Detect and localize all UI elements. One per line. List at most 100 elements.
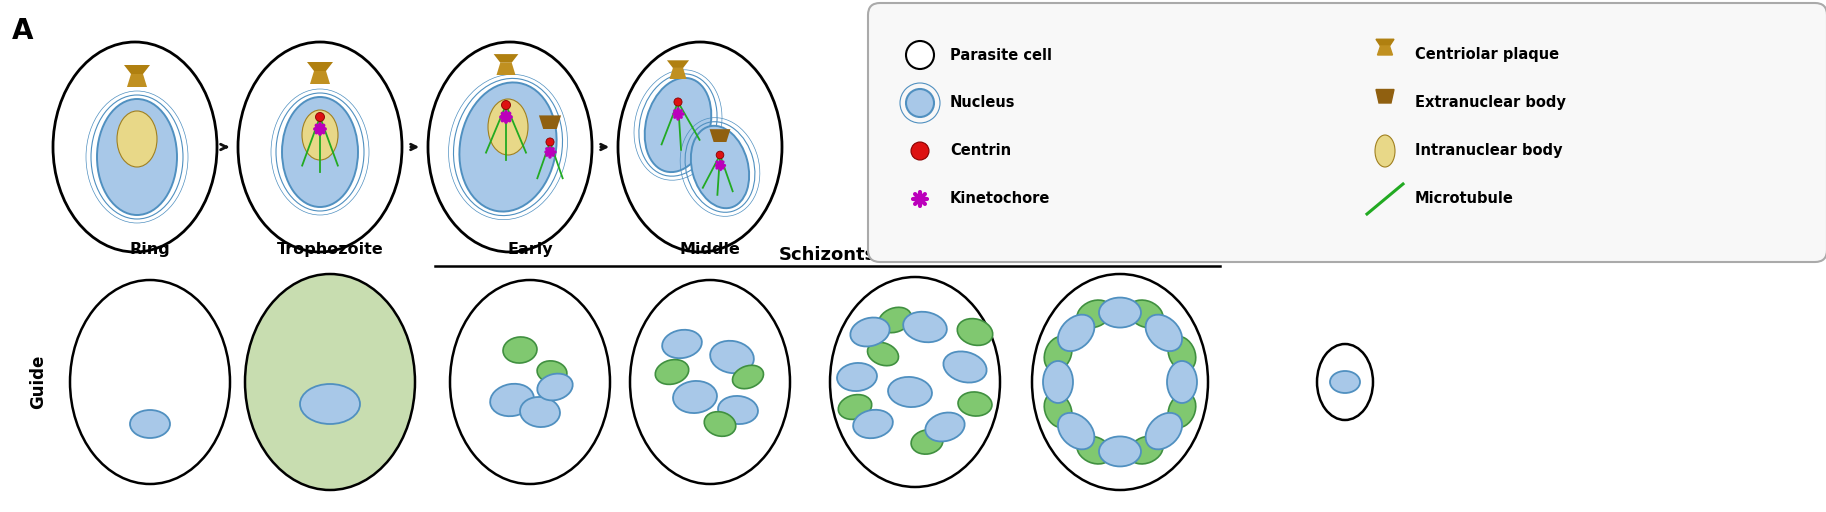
Text: Guide: Guide <box>29 355 47 409</box>
Circle shape <box>906 89 935 117</box>
Ellipse shape <box>281 97 358 207</box>
Ellipse shape <box>710 341 754 373</box>
Ellipse shape <box>245 274 415 490</box>
Text: Trophozoite: Trophozoite <box>276 242 383 257</box>
Ellipse shape <box>1057 315 1094 351</box>
Ellipse shape <box>1145 315 1181 351</box>
Ellipse shape <box>1044 393 1072 428</box>
Text: Centriolar plaque: Centriolar plaque <box>1415 48 1559 62</box>
Ellipse shape <box>502 337 537 363</box>
Ellipse shape <box>957 318 993 346</box>
Ellipse shape <box>617 42 782 252</box>
Ellipse shape <box>301 110 338 160</box>
Ellipse shape <box>237 42 402 252</box>
Ellipse shape <box>1375 135 1395 167</box>
Text: Middle: Middle <box>679 242 740 257</box>
Ellipse shape <box>1329 371 1360 393</box>
Ellipse shape <box>831 277 1001 487</box>
Ellipse shape <box>502 100 511 110</box>
Ellipse shape <box>836 363 876 391</box>
Ellipse shape <box>537 361 566 383</box>
Circle shape <box>906 41 935 69</box>
Ellipse shape <box>460 82 557 211</box>
Ellipse shape <box>97 99 177 215</box>
Polygon shape <box>307 62 332 71</box>
Ellipse shape <box>944 351 986 382</box>
Polygon shape <box>539 115 561 129</box>
Polygon shape <box>493 54 519 62</box>
Text: Ring: Ring <box>130 242 170 257</box>
Text: Parasite cell: Parasite cell <box>950 48 1052 62</box>
Ellipse shape <box>959 392 992 416</box>
Ellipse shape <box>488 99 528 155</box>
Ellipse shape <box>904 312 948 342</box>
Ellipse shape <box>878 307 911 333</box>
Polygon shape <box>128 74 148 87</box>
Ellipse shape <box>1057 413 1094 450</box>
Ellipse shape <box>1317 344 1373 420</box>
Ellipse shape <box>911 430 942 454</box>
Ellipse shape <box>838 395 871 419</box>
Ellipse shape <box>1077 300 1112 328</box>
Ellipse shape <box>887 377 931 407</box>
Text: Nucleus: Nucleus <box>950 96 1015 111</box>
Polygon shape <box>497 62 515 75</box>
Ellipse shape <box>732 365 763 389</box>
Ellipse shape <box>1167 361 1198 403</box>
Ellipse shape <box>690 126 749 208</box>
Ellipse shape <box>1099 297 1141 328</box>
Text: A: A <box>13 17 33 45</box>
Text: Mature: Mature <box>1088 242 1152 257</box>
Ellipse shape <box>630 280 791 484</box>
Ellipse shape <box>674 98 683 106</box>
Polygon shape <box>1377 39 1393 46</box>
Ellipse shape <box>130 410 170 438</box>
Polygon shape <box>666 60 688 68</box>
Polygon shape <box>310 71 331 84</box>
Text: Kinetochore: Kinetochore <box>950 191 1050 206</box>
Polygon shape <box>1377 90 1393 103</box>
Text: Early: Early <box>508 242 553 257</box>
FancyBboxPatch shape <box>867 3 1826 262</box>
Text: Microtubule: Microtubule <box>1415 191 1514 206</box>
Ellipse shape <box>926 413 964 441</box>
Ellipse shape <box>316 113 325 121</box>
Ellipse shape <box>69 280 230 484</box>
Ellipse shape <box>1128 436 1163 464</box>
Text: Late: Late <box>895 242 935 257</box>
Ellipse shape <box>1077 436 1112 464</box>
Polygon shape <box>124 65 150 74</box>
Ellipse shape <box>867 343 898 366</box>
Text: Extranuclear body: Extranuclear body <box>1415 96 1567 111</box>
Ellipse shape <box>489 384 533 416</box>
Ellipse shape <box>427 42 592 252</box>
Ellipse shape <box>1044 336 1072 371</box>
Ellipse shape <box>851 317 889 347</box>
Ellipse shape <box>449 280 610 484</box>
Ellipse shape <box>716 151 723 159</box>
Ellipse shape <box>537 374 573 400</box>
Ellipse shape <box>1169 336 1196 371</box>
Ellipse shape <box>853 410 893 438</box>
Ellipse shape <box>718 396 758 424</box>
Ellipse shape <box>1032 274 1209 490</box>
Ellipse shape <box>656 359 688 385</box>
Ellipse shape <box>645 78 712 172</box>
Polygon shape <box>710 129 730 142</box>
Ellipse shape <box>705 412 736 436</box>
Text: Intranuclear body: Intranuclear body <box>1415 143 1563 159</box>
Ellipse shape <box>520 397 561 427</box>
Ellipse shape <box>1128 300 1163 328</box>
Ellipse shape <box>53 42 217 252</box>
Ellipse shape <box>1145 413 1181 450</box>
Text: Schizonts: Schizonts <box>780 246 876 264</box>
Polygon shape <box>670 68 687 79</box>
Ellipse shape <box>663 330 701 358</box>
Text: Centrin: Centrin <box>950 143 1012 159</box>
Ellipse shape <box>117 111 157 167</box>
Ellipse shape <box>674 381 718 413</box>
Ellipse shape <box>546 138 553 146</box>
Text: Free
Merozoite: Free Merozoite <box>1300 225 1390 257</box>
Ellipse shape <box>1043 361 1074 403</box>
Ellipse shape <box>1169 393 1196 428</box>
